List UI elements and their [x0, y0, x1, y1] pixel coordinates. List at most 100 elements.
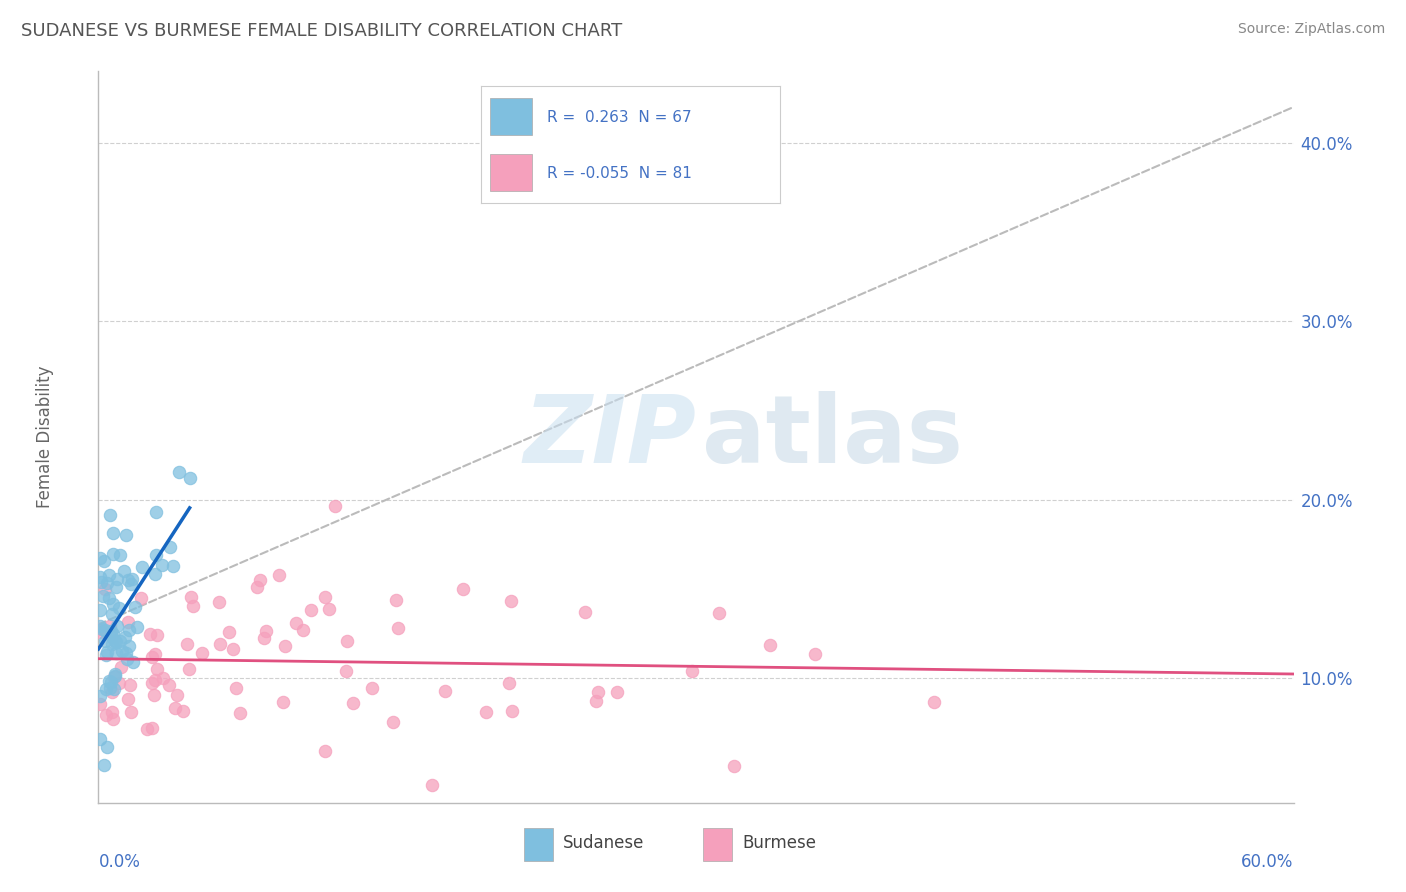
Point — [89, 624, 111, 639]
Point — [218, 624, 240, 639]
Point — [382, 715, 405, 730]
Point — [96, 576, 118, 591]
Point — [103, 712, 125, 726]
Point — [105, 580, 128, 594]
Point — [271, 695, 294, 709]
Point — [249, 574, 271, 588]
Point — [115, 527, 138, 541]
Point — [89, 690, 111, 704]
Point — [152, 672, 174, 686]
Point — [335, 634, 357, 648]
Point — [191, 646, 214, 660]
Point — [586, 685, 609, 699]
Point — [141, 649, 163, 664]
Point — [100, 624, 122, 638]
Point — [165, 700, 187, 714]
Point — [101, 684, 124, 698]
Point — [274, 639, 297, 653]
Text: Source: ZipAtlas.com: Source: ZipAtlas.com — [1237, 22, 1385, 37]
Text: Female Disability: Female Disability — [35, 366, 53, 508]
Point — [291, 623, 314, 637]
Point — [105, 619, 128, 633]
Point — [229, 706, 252, 720]
Text: ZIP: ZIP — [523, 391, 696, 483]
Point — [451, 582, 474, 597]
Point — [87, 622, 110, 636]
Point — [89, 602, 111, 616]
Point — [129, 591, 152, 605]
Point — [100, 674, 122, 689]
Point — [585, 694, 607, 708]
Point — [225, 681, 247, 696]
Point — [208, 595, 231, 609]
Point — [318, 601, 340, 615]
Point — [103, 670, 125, 684]
Point — [105, 646, 128, 660]
Point — [89, 732, 111, 747]
Point — [98, 508, 121, 522]
Point — [98, 673, 121, 688]
Point — [335, 664, 357, 678]
Point — [342, 697, 364, 711]
Point — [387, 621, 409, 635]
Point — [93, 554, 115, 568]
Point — [100, 637, 122, 651]
Point — [91, 589, 114, 603]
Text: SUDANESE VS BURMESE FEMALE DISABILITY CORRELATION CHART: SUDANESE VS BURMESE FEMALE DISABILITY CO… — [21, 22, 623, 40]
Point — [115, 652, 138, 666]
Point — [574, 605, 596, 619]
Text: 60.0%: 60.0% — [1241, 853, 1294, 871]
Point — [118, 624, 141, 638]
Point — [89, 550, 111, 565]
Point — [101, 706, 124, 720]
Point — [101, 526, 124, 541]
Point — [97, 591, 120, 605]
Point — [475, 706, 498, 720]
Point — [96, 645, 118, 659]
Point — [103, 634, 125, 648]
Point — [501, 704, 523, 718]
Point — [121, 572, 143, 586]
Point — [94, 648, 117, 663]
Point — [141, 676, 163, 690]
Text: 0.0%: 0.0% — [98, 853, 141, 871]
Point — [101, 627, 124, 641]
Point — [138, 627, 160, 641]
Point — [118, 678, 141, 692]
Point — [759, 638, 782, 652]
Point — [141, 722, 163, 736]
Point — [118, 639, 141, 653]
Point — [105, 634, 128, 648]
Point — [323, 500, 346, 514]
Point — [253, 631, 276, 645]
Point — [222, 642, 245, 657]
Point — [183, 599, 205, 613]
Point — [110, 659, 132, 673]
Point — [498, 676, 520, 690]
Point — [499, 594, 522, 608]
Point — [96, 739, 118, 754]
Point — [100, 619, 122, 633]
Point — [117, 615, 139, 629]
Point — [145, 628, 167, 642]
Point — [143, 647, 166, 661]
Point — [124, 600, 146, 615]
Point — [420, 778, 443, 792]
Point — [433, 684, 456, 698]
Point — [173, 704, 195, 718]
Point — [114, 630, 136, 644]
Point — [104, 667, 127, 681]
Point — [117, 692, 139, 706]
Point — [804, 648, 827, 662]
Point — [143, 567, 166, 582]
Point — [98, 568, 121, 582]
Point — [103, 597, 125, 611]
Point — [120, 705, 142, 719]
Point — [112, 564, 135, 578]
Point — [360, 681, 382, 696]
Point — [131, 560, 153, 574]
Point — [157, 678, 180, 692]
Point — [145, 548, 167, 562]
Point — [143, 673, 166, 687]
Point — [107, 572, 129, 586]
